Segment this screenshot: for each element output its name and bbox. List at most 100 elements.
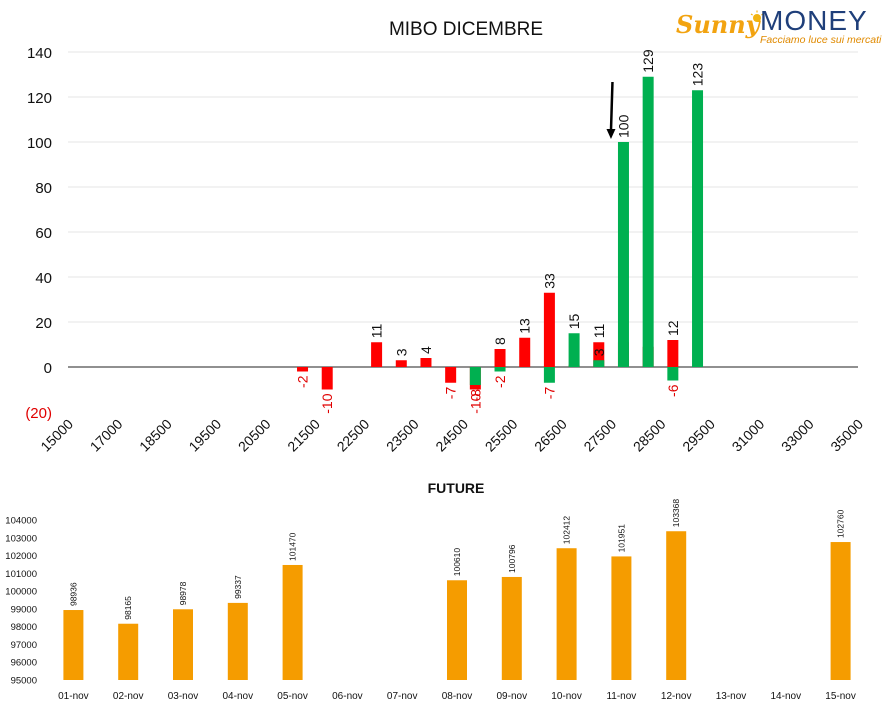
future-bar: [556, 548, 577, 680]
y-tick-label: 120: [27, 90, 52, 107]
future-bar: [173, 609, 193, 680]
x-tick-label: 24500: [432, 416, 471, 455]
put-bar: [395, 360, 407, 367]
data-label: 100: [615, 114, 631, 138]
arrow-head: [606, 129, 616, 139]
future-y-tick-label: 99000: [11, 604, 37, 615]
data-label: 33: [541, 273, 557, 289]
y-tick-label: 140: [27, 45, 52, 62]
put-bar: [445, 367, 457, 383]
chart-title: MIBO DICEMBRE: [389, 19, 543, 40]
call-bar: [543, 367, 555, 383]
x-tick-label: 20500: [235, 416, 274, 455]
data-label: 12: [665, 320, 681, 336]
future-bar: [282, 564, 303, 680]
x-tick-label: 33000: [778, 416, 817, 455]
future-x-tick-label: 07-nov: [387, 691, 418, 702]
data-label: 3: [393, 348, 409, 356]
future-bar: [118, 623, 139, 680]
y-tick-label: 0: [44, 360, 52, 377]
sunny-money-logo: Sunny MONEY Facciamo luce sui mercati: [676, 4, 881, 46]
x-tick-label: 21500: [284, 416, 323, 455]
future-data-label: 100610: [452, 548, 462, 577]
future-data-label: 98978: [178, 581, 188, 605]
put-bar: [543, 292, 555, 367]
put-bar: [297, 367, 309, 372]
call-bar: [469, 367, 481, 385]
call-bar: [642, 76, 654, 367]
y-tick-label: (20): [25, 405, 52, 422]
future-y-tick-label: 95000: [11, 676, 37, 687]
future-x-tick-label: 15-nov: [825, 691, 856, 702]
future-x-tick-label: 09-nov: [497, 691, 528, 702]
data-label: -10: [467, 393, 483, 413]
future-title: FUTURE: [428, 480, 485, 496]
future-bar: [63, 610, 84, 680]
put-bar: [371, 342, 383, 367]
y-tick-label: 40: [35, 270, 52, 287]
future-x-tick-label: 10-nov: [551, 691, 582, 702]
future-x-tick-label: 03-nov: [168, 691, 199, 702]
future-y-tick-label: 104000: [5, 516, 37, 527]
data-label: 15: [566, 313, 582, 329]
future-x-tick-label: 06-nov: [332, 691, 363, 702]
future-x-tick-label: 12-nov: [661, 691, 692, 702]
x-tick-label: 27500: [580, 416, 619, 455]
future-x-tick-label: 01-nov: [58, 691, 89, 702]
data-label: -7: [443, 387, 459, 400]
x-tick-label: 23500: [383, 416, 422, 455]
x-tick-label: 28500: [630, 416, 669, 455]
future-data-label: 98936: [68, 582, 78, 606]
data-label: -7: [541, 387, 557, 400]
future-y-tick-label: 103000: [5, 533, 37, 544]
future-data-label: 101951: [616, 524, 626, 553]
logo-brand-sunny: Sunny: [676, 10, 760, 39]
future-y-tick-label: 98000: [11, 622, 37, 633]
put-bar: [321, 367, 333, 390]
put-bar: [420, 358, 432, 367]
put-bar: [593, 342, 605, 367]
y-tick-label: 80: [35, 180, 52, 197]
put-bar: [494, 349, 506, 367]
data-label: -2: [295, 375, 311, 388]
future-data-label: 98165: [123, 596, 133, 620]
future-y-tick-label: 97000: [11, 640, 37, 651]
future-data-label: 99337: [233, 575, 243, 599]
future-bar: [666, 531, 687, 680]
logo-tagline: Facciamo luce sui mercati: [760, 34, 882, 46]
data-label: 129: [640, 49, 656, 73]
x-tick-label: 18500: [136, 416, 175, 455]
x-tick-label: 35000: [827, 416, 866, 455]
future-data-label: 103368: [671, 499, 681, 528]
data-label: -6: [665, 384, 681, 397]
future-bar: [227, 602, 248, 680]
future-data-label: 100796: [507, 544, 517, 573]
future-x-tick-label: 02-nov: [113, 691, 144, 702]
mibo-dicembre-chart: MIBO DICEMBRE140120100806040200(20)15000…: [25, 19, 866, 455]
y-tick-label: 100: [27, 135, 52, 152]
future-x-tick-label: 04-nov: [223, 691, 254, 702]
future-bar: [830, 542, 851, 680]
data-label: 13: [517, 318, 533, 334]
put-bar: [667, 340, 679, 367]
y-tick-label: 20: [35, 315, 52, 332]
future-bar: [447, 580, 467, 680]
future-bar: [501, 576, 522, 680]
future-x-tick-label: 14-nov: [771, 691, 802, 702]
future-x-tick-label: 08-nov: [442, 691, 473, 702]
put-bar: [519, 337, 531, 367]
x-tick-label: 26500: [531, 416, 570, 455]
call-bar: [617, 142, 629, 367]
call-bar: [494, 367, 506, 372]
x-tick-label: 25500: [482, 416, 521, 455]
future-x-tick-label: 13-nov: [716, 691, 747, 702]
call-bar: [568, 333, 580, 367]
future-data-label: 102760: [836, 509, 846, 538]
data-label: -10: [319, 393, 335, 413]
future-x-tick-label: 11-nov: [606, 691, 636, 702]
call-bar: [667, 367, 679, 381]
arrow-annotation: [609, 81, 614, 132]
x-tick-label: 22500: [334, 416, 373, 455]
x-tick-label: 17000: [87, 416, 126, 455]
call-bar: [692, 90, 704, 367]
